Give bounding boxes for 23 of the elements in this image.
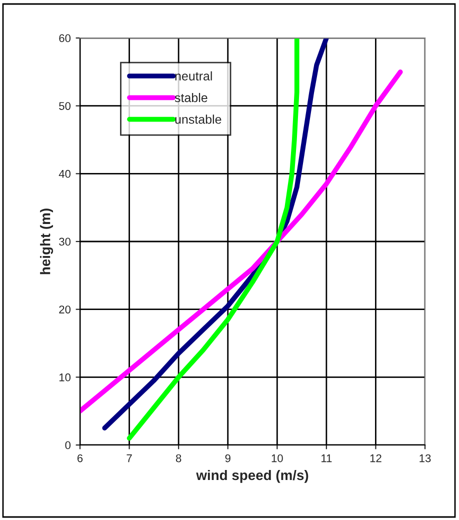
y-tick-label: 40 — [58, 170, 71, 178]
x-tick-label: 7 — [126, 454, 132, 462]
y-tick-label: 20 — [59, 306, 71, 314]
x-axis-title: wind speed (m/s) — [196, 470, 308, 483]
x-tick-label: 9 — [225, 454, 230, 462]
line-series — [80, 69, 403, 414]
x-tick-label: 8 — [176, 454, 182, 462]
y-tick-label: 10 — [59, 373, 71, 382]
x-tick-label: 11 — [322, 454, 332, 462]
y-tick-label: 0 — [65, 441, 71, 450]
x-tick-label: 13 — [420, 454, 431, 462]
y-tick-label: 30 — [59, 238, 71, 246]
legend-label: neutral — [175, 71, 212, 80]
x-tick-label: 10 — [272, 454, 283, 462]
x-tick-label: 12 — [370, 454, 382, 462]
y-tick-label: 60 — [59, 34, 71, 42]
legend-label: unstable — [175, 114, 222, 124]
y-axis-title: height (m) — [40, 208, 54, 274]
y-tick-label: 50 — [59, 102, 71, 110]
x-tick-label: 6 — [77, 454, 83, 462]
legend-label: stable — [174, 92, 208, 102]
line-series — [126, 38, 300, 441]
line-series — [102, 38, 329, 430]
